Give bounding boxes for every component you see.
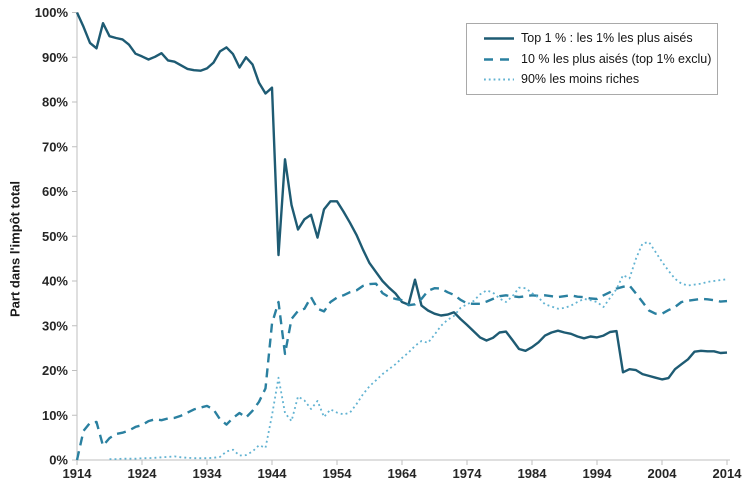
y-tick-label: 30% <box>42 318 68 333</box>
series-line-dotted <box>109 241 728 461</box>
x-tick-label: 1964 <box>388 466 418 481</box>
legend-label: 10 % les plus aisés (top 1% exclu) <box>521 51 712 66</box>
legend-swatch-solid-line <box>484 37 514 40</box>
x-tick-label: 1924 <box>128 466 158 481</box>
y-tick-label: 90% <box>42 50 68 65</box>
legend-swatch-dashed-line <box>484 57 514 61</box>
legend-item-bottom90: 90% les moins riches <box>483 73 717 86</box>
series-line-solid <box>75 12 728 381</box>
y-axis-title: Part dans l'impôt total <box>7 181 23 317</box>
x-tick-label: 1994 <box>583 466 613 481</box>
x-tick-label: 1954 <box>323 466 353 481</box>
y-tick-label: 10% <box>42 408 68 423</box>
y-tick-label: 70% <box>42 139 68 154</box>
y-tick-label: 50% <box>42 229 68 244</box>
x-tick-label: 1974 <box>453 466 483 481</box>
y-tick-label: 20% <box>42 363 68 378</box>
y-tick-label: 80% <box>42 95 68 110</box>
x-tick-label: 1944 <box>258 466 288 481</box>
x-tick-label: 2004 <box>648 466 678 481</box>
x-tick-label: 1934 <box>193 466 223 481</box>
x-tick-label: 1914 <box>63 466 93 481</box>
y-tick-label: 40% <box>42 274 68 289</box>
legend-item-next9: 10 % les plus aisés (top 1% exclu) <box>483 53 717 66</box>
series-line-dashed <box>75 282 728 461</box>
y-tick-label: 0% <box>49 453 68 468</box>
legend-label: Top 1 % : les 1% les plus aisés <box>521 31 693 46</box>
y-tick-label: 100% <box>35 5 69 20</box>
legend: Top 1 % : les 1% les plus aisés 10 % les… <box>466 23 718 95</box>
x-tick-label: 1984 <box>518 466 548 481</box>
y-tick-label: 60% <box>42 184 68 199</box>
legend-item-top1: Top 1 % : les 1% les plus aisés <box>483 32 717 45</box>
x-tick-label: 2014 <box>713 466 743 481</box>
legend-swatch-dotted-line <box>484 78 514 81</box>
legend-label: 90% les moins riches <box>521 72 640 87</box>
